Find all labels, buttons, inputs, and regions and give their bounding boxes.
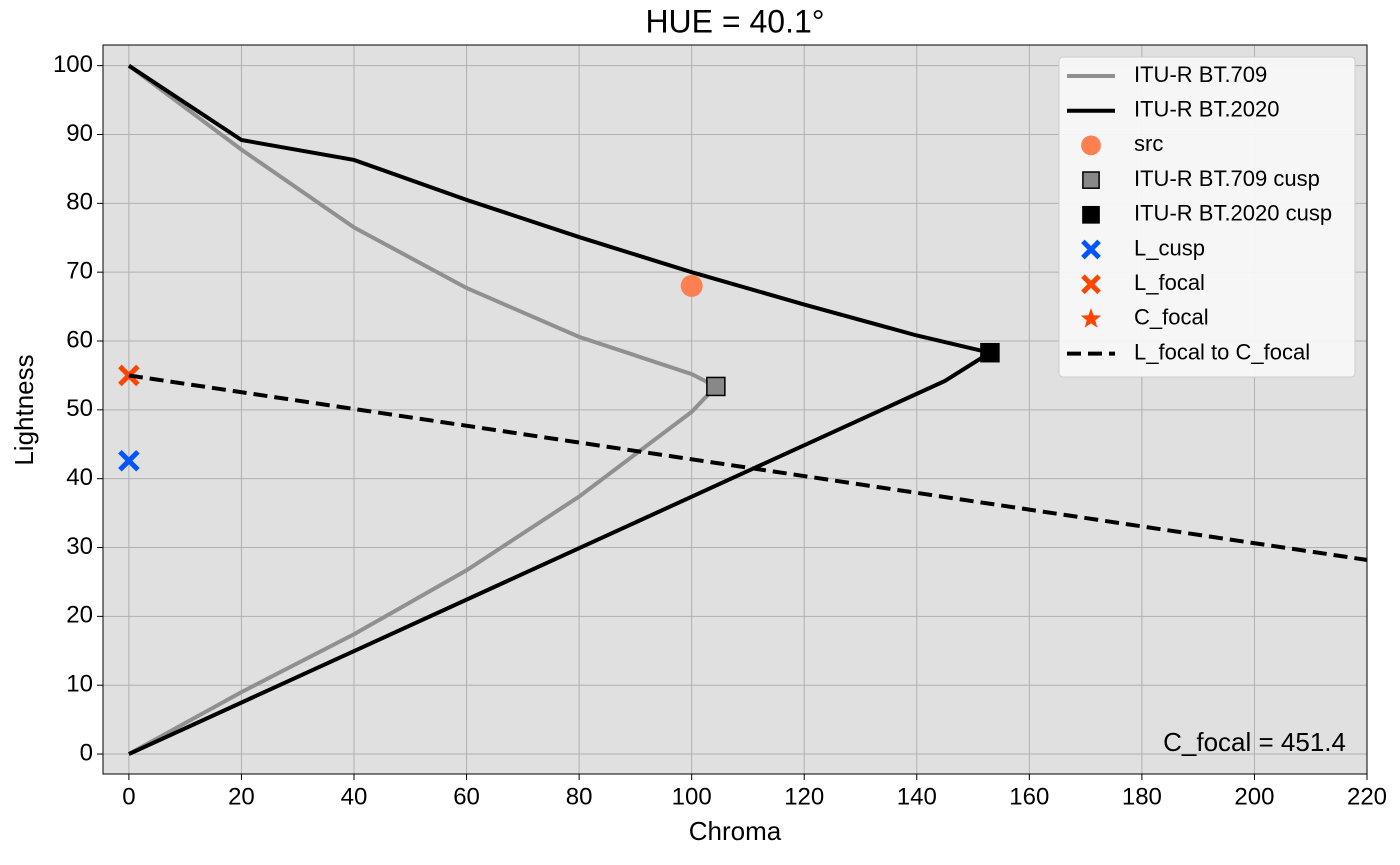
marker — [1081, 274, 1101, 295]
marker — [1082, 205, 1100, 224]
y-axis-label: Lightness — [9, 354, 39, 465]
annotation: C_focal = 451.4 — [1163, 727, 1346, 757]
legend-label: L_focal — [1134, 270, 1205, 295]
y-tick-label: 20 — [66, 602, 93, 629]
y-tick-label: 40 — [66, 464, 93, 491]
y-tick-label: 100 — [53, 51, 93, 78]
x-tick-label: 40 — [341, 783, 368, 810]
legend-label: ITU-R BT.2020 cusp — [1134, 201, 1332, 226]
marker — [1080, 308, 1102, 328]
x-tick-label: 20 — [228, 783, 255, 810]
chart-title: HUE = 40.1° — [645, 3, 824, 39]
line — [127, 63, 996, 756]
x-tick-label: 180 — [1122, 783, 1162, 810]
legend: ITU-R BT.709 ITU-R BT.2020 src ITU-R BT.709… — [1058, 56, 1356, 378]
plot — [118, 63, 1367, 756]
y-tick-label: 80 — [66, 189, 93, 216]
marker — [1082, 171, 1100, 189]
legend-label: ITU-R BT.709 — [1134, 62, 1267, 87]
x-tick-label: 160 — [1009, 783, 1049, 810]
legend-label: ITU-R BT.709 cusp — [1134, 166, 1320, 191]
x-tick-label: 60 — [453, 783, 480, 810]
ticks: 0 20 40 60 80 100 120 140 160 180 200 220 0 10 20 30 40 5… — [53, 51, 1387, 810]
legend-label: ITU-R BT.2020 — [1134, 97, 1280, 122]
y-tick-label: 30 — [66, 533, 93, 560]
x-axis-label: Chroma — [689, 816, 782, 846]
dashed-line — [128, 373, 1367, 562]
y-tick-label: 90 — [66, 120, 93, 147]
y-tick-label: 50 — [66, 395, 93, 422]
x-tick-label: 100 — [672, 783, 712, 810]
x-tick-label: 0 — [122, 783, 135, 810]
y-tick-label: 10 — [66, 671, 93, 698]
x-tick-label: 140 — [897, 783, 937, 810]
x-tick-label: 220 — [1347, 783, 1387, 810]
y-tick-label: 0 — [80, 739, 93, 766]
legend-label: L_cusp — [1134, 235, 1205, 260]
legend-label: src — [1134, 131, 1163, 156]
marker — [1081, 239, 1101, 260]
x-tick-label: 120 — [784, 783, 824, 810]
legend-box — [1058, 56, 1356, 378]
x-tick-label: 200 — [1234, 783, 1274, 810]
y-tick-label: 60 — [66, 326, 93, 353]
x-tick-label: 80 — [566, 783, 593, 810]
marker — [706, 376, 726, 397]
legend-label: L_focal to C_focal — [1134, 339, 1310, 364]
legend-label: C_focal — [1134, 305, 1209, 330]
marker — [680, 274, 703, 297]
y-tick-label: 70 — [66, 258, 93, 285]
marker — [1081, 135, 1101, 156]
marker — [118, 450, 140, 472]
marker — [980, 342, 1000, 363]
